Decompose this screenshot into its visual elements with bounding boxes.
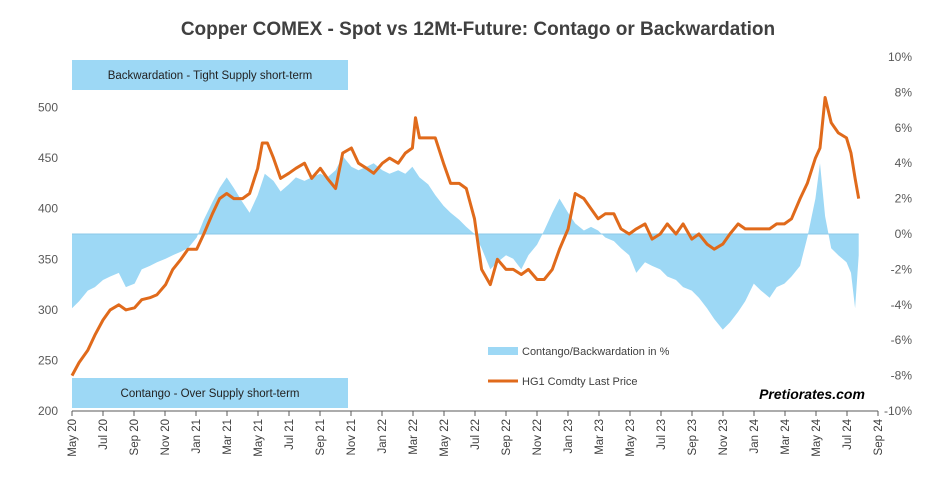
x-tick-label: Nov 20: [160, 419, 172, 455]
right-tick-label: 8%: [895, 85, 913, 99]
price-line: [70, 96, 861, 377]
left-tick-label: 300: [38, 303, 58, 317]
x-tick-label: May 20: [67, 419, 79, 457]
right-tick-label: -2%: [891, 262, 913, 276]
x-tick-label: Mar 22: [408, 419, 420, 455]
x-tick-label: Jul 21: [284, 419, 296, 450]
x-tick-label: Jul 24: [842, 418, 854, 449]
right-tick-label: 0%: [895, 227, 913, 241]
x-tick-label: Sep 22: [501, 419, 513, 455]
x-tick-label: Mar 23: [594, 419, 606, 455]
x-tick-label: May 24: [811, 418, 823, 456]
chart-title: Copper COMEX - Spot vs 12Mt-Future: Cont…: [181, 19, 775, 40]
contango-label: Contango - Over Supply short-term: [121, 388, 300, 400]
left-axis: 200 250 300 350 400 450 500: [38, 101, 58, 418]
legend: Contango/Backwardation in % HG1 Comdty L…: [488, 346, 670, 388]
x-tick-label: Jan 24: [749, 418, 761, 453]
right-tick-label: 10%: [888, 50, 912, 64]
right-tick-label: -6%: [891, 333, 913, 347]
x-tick-label: Jul 22: [470, 419, 482, 450]
x-tick-label: Nov 22: [532, 419, 544, 455]
left-tick-label: 250: [38, 353, 58, 367]
backwardation-box: Backwardation - Tight Supply short-term: [72, 60, 348, 90]
x-tick-label: Jan 23: [563, 419, 575, 454]
x-tick-label: May 23: [625, 419, 637, 457]
price-line-layer: [70, 96, 861, 377]
brand-watermark: Pretiorates.com: [759, 386, 865, 402]
x-tick-label: May 21: [253, 419, 265, 457]
x-tick-label: Nov 23: [718, 419, 730, 455]
x-tick-label: Jul 20: [98, 419, 110, 450]
legend-area-label: Contango/Backwardation in %: [522, 346, 670, 358]
x-tick-label: Jan 22: [377, 419, 389, 454]
legend-line-label: HG1 Comdty Last Price: [522, 376, 638, 388]
left-tick-label: 400: [38, 202, 58, 216]
x-tick-label: Mar 21: [222, 419, 234, 455]
x-tick-label: Sep 24: [873, 418, 885, 455]
left-tick-label: 350: [38, 252, 58, 266]
x-tick-label: Sep 21: [315, 419, 327, 455]
right-tick-label: -10%: [884, 404, 912, 418]
right-axis: -10% -8% -6% -4% -2% 0% 2% 4% 6% 8% 10%: [884, 50, 912, 418]
left-tick-label: 200: [38, 404, 58, 418]
backwardation-box-bg: [72, 60, 348, 90]
x-tick-label: Jul 23: [656, 419, 668, 450]
right-tick-label: -4%: [891, 298, 913, 312]
backwardation-label: Backwardation - Tight Supply short-term: [108, 70, 313, 82]
contango-box: Contango - Over Supply short-term: [72, 378, 348, 408]
contango-area: [72, 156, 859, 330]
contango-box-bg: [72, 378, 348, 408]
x-tick-label: Mar 24: [780, 418, 792, 454]
right-tick-label: 2%: [895, 192, 913, 206]
x-tick-label: Sep 23: [687, 419, 699, 455]
left-tick-label: 450: [38, 151, 58, 165]
x-tick-label: Sep 20: [129, 419, 141, 455]
x-tick-label: May 22: [439, 419, 451, 457]
legend-area-swatch: [488, 347, 518, 355]
x-axis: May 20 Jul 20 Sep 20 Nov 20 Jan 21 Mar 21 May …: [67, 410, 885, 457]
x-tick-label: Nov 21: [346, 419, 358, 455]
right-tick-label: 6%: [895, 121, 913, 135]
contango-area-layer: [72, 156, 859, 330]
x-tick-label: Jan 21: [191, 419, 203, 454]
left-tick-label: 500: [38, 101, 58, 115]
right-tick-label: 4%: [895, 156, 913, 170]
right-tick-label: -8%: [891, 369, 913, 383]
